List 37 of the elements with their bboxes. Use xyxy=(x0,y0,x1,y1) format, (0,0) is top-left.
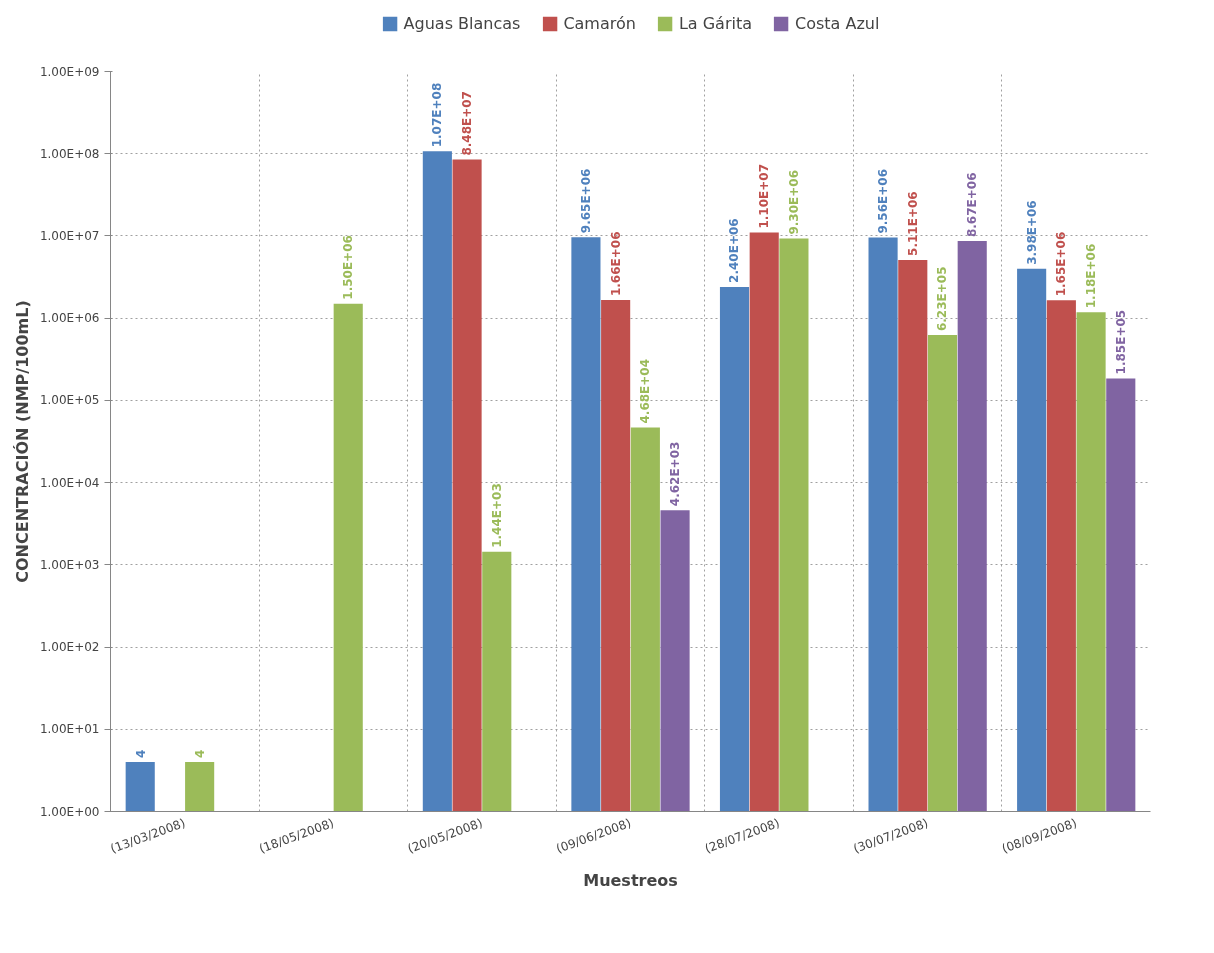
y-tick-label: 1.00E+08 xyxy=(39,146,100,161)
legend-label: Costa Azul xyxy=(795,13,880,33)
data-label: 1.50E+06 xyxy=(341,235,356,300)
x-axis-title: Muestreos xyxy=(583,870,678,890)
data-label: 1.44E+03 xyxy=(489,483,504,548)
data-label: 1.85E+05 xyxy=(1113,309,1128,375)
y-tick-label: 1.00E+04 xyxy=(39,475,100,490)
data-label: 4.62E+03 xyxy=(668,441,683,507)
data-label: 9.56E+06 xyxy=(876,168,891,234)
y-tick-label: 1.00E+06 xyxy=(39,311,100,326)
data-label: 8.67E+06 xyxy=(965,172,980,238)
y-tick-label: 1.00E+02 xyxy=(39,640,100,655)
legend-label: Aguas Blancas xyxy=(403,13,521,33)
data-label: 4 xyxy=(193,749,208,758)
data-label: 1.18E+06 xyxy=(1084,243,1099,309)
data-label: 4 xyxy=(133,749,148,758)
y-tick-label: 1.00E+03 xyxy=(39,557,100,572)
data-label: 4.68E+04 xyxy=(638,358,653,424)
data-label: 9.65E+06 xyxy=(578,168,593,234)
y-tick-label: 1.00E+09 xyxy=(39,64,100,79)
data-label: 1.65E+06 xyxy=(1054,231,1069,297)
data-label: 2.40E+06 xyxy=(727,218,742,283)
data-label: 1.10E+07 xyxy=(757,163,772,229)
y-axis-title: CONCENTRACIÓN (NMP/100mL) xyxy=(12,300,32,583)
data-label: 6.23E+05 xyxy=(935,266,950,332)
legend-label: Camarón xyxy=(563,13,636,33)
y-tick-label: 1.00E+00 xyxy=(39,804,100,819)
data-label: 5.11E+06 xyxy=(905,191,920,256)
data-label: 1.66E+06 xyxy=(608,231,623,297)
data-label: 8.48E+07 xyxy=(460,91,475,156)
y-tick-label: 1.00E+07 xyxy=(39,228,100,243)
y-tick-label: 1.00E+05 xyxy=(39,393,100,408)
data-label: 1.07E+08 xyxy=(430,82,445,148)
data-label: 9.30E+06 xyxy=(786,169,801,235)
data-label: 3.98E+06 xyxy=(1024,200,1039,265)
y-tick-label: 1.00E+01 xyxy=(39,722,100,737)
legend-label: La Gárita xyxy=(678,13,753,33)
